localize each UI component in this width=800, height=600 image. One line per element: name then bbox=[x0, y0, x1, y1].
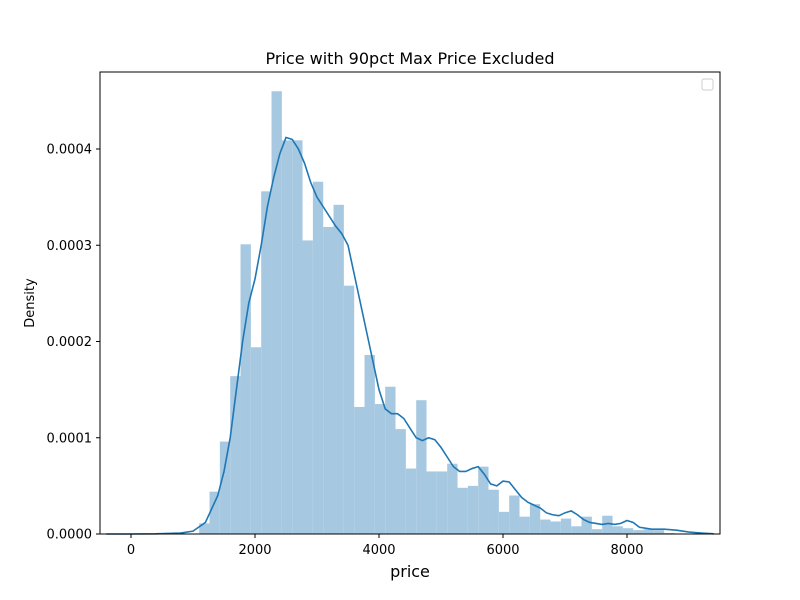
histogram-bar bbox=[209, 491, 220, 534]
histogram-bar bbox=[199, 523, 210, 534]
histogram-bar bbox=[498, 511, 510, 534]
histogram-bar bbox=[478, 466, 489, 535]
histogram-bar bbox=[374, 404, 386, 534]
histogram-bar bbox=[571, 526, 582, 534]
histogram-bar bbox=[591, 529, 603, 534]
histogram-bar bbox=[560, 518, 572, 534]
histogram-bar bbox=[653, 530, 665, 534]
x-axis-ticks: 0 2000 4000 6000 8000 bbox=[127, 534, 644, 558]
histogram-bar bbox=[292, 140, 303, 534]
histogram-bar bbox=[602, 515, 613, 534]
histogram-bar bbox=[643, 529, 654, 534]
histogram-bar bbox=[550, 521, 561, 534]
histogram-bar bbox=[333, 204, 344, 534]
x-tick-label: 6000 bbox=[486, 543, 519, 558]
histogram-bar bbox=[261, 191, 272, 534]
kde-curve bbox=[106, 136, 714, 535]
x-tick-label: 0 bbox=[127, 543, 135, 558]
histogram-bar bbox=[354, 406, 365, 534]
histogram-bar bbox=[405, 468, 417, 534]
histogram-bar bbox=[271, 91, 282, 534]
histogram-bar bbox=[302, 240, 313, 534]
y-tick-label: 0.0002 bbox=[47, 335, 93, 350]
x-tick-label: 8000 bbox=[610, 543, 643, 558]
histogram-bar bbox=[540, 519, 551, 534]
histogram-bar bbox=[467, 485, 479, 535]
x-tick-label: 4000 bbox=[362, 543, 395, 558]
histogram-bar bbox=[633, 530, 644, 534]
x-tick-label: 2000 bbox=[238, 543, 271, 558]
histogram-bar bbox=[488, 489, 499, 534]
histogram-bar bbox=[529, 504, 541, 534]
histogram-bar bbox=[622, 528, 634, 534]
histogram-bar bbox=[312, 181, 324, 535]
y-tick-label: 0.0000 bbox=[47, 528, 93, 543]
histogram-bar bbox=[323, 226, 334, 534]
histogram-bar bbox=[509, 495, 520, 534]
histogram-bar bbox=[219, 441, 231, 534]
histogram-bar bbox=[436, 471, 448, 534]
histogram-bars bbox=[199, 91, 675, 535]
histogram-bar bbox=[457, 487, 468, 534]
histogram-bar bbox=[447, 463, 458, 534]
histogram-bar bbox=[385, 386, 396, 534]
y-axis-label: Density bbox=[23, 278, 38, 328]
histogram-bar bbox=[240, 244, 251, 535]
y-tick-label: 0.0001 bbox=[47, 431, 93, 446]
histogram-bar bbox=[395, 429, 406, 534]
histogram-bar bbox=[364, 354, 375, 534]
histogram-bar bbox=[230, 376, 241, 534]
histogram-bar bbox=[581, 516, 592, 534]
histogram-bar bbox=[519, 516, 530, 534]
histogram-bar bbox=[426, 471, 437, 534]
plot-frame bbox=[99, 71, 721, 535]
legend-box bbox=[701, 78, 714, 91]
y-tick-label: 0.0004 bbox=[47, 143, 93, 158]
y-tick-label: 0.0003 bbox=[47, 239, 93, 254]
histogram-bar bbox=[343, 285, 355, 534]
histogram-bar bbox=[612, 526, 623, 534]
x-axis-label: price bbox=[390, 562, 430, 581]
chart-title: Price with 90pct Max Price Excluded bbox=[266, 49, 555, 68]
histogram-bar bbox=[250, 347, 262, 534]
y-axis-ticks: 0.0000 0.0001 0.0002 0.0003 0.0004 bbox=[47, 143, 100, 543]
histogram-bar bbox=[281, 140, 293, 534]
histogram-bar bbox=[416, 400, 427, 534]
